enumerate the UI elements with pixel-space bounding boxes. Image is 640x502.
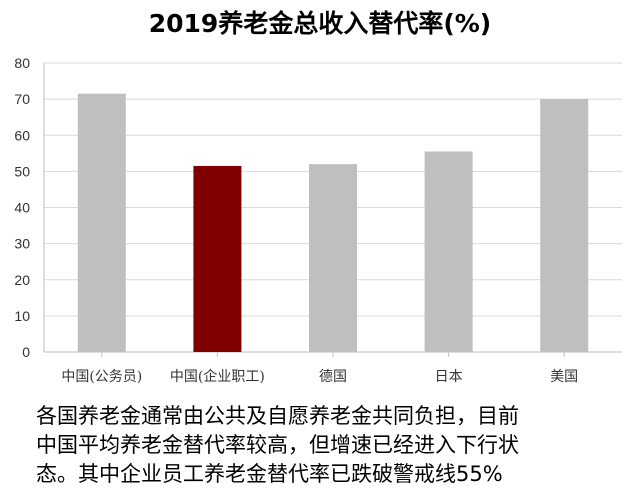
bar-chart: 0 10 20 30 40 50 60 70 80 中国(公务员) 中国(企业职工) 德国 日本 美国 [14, 55, 622, 385]
y-tick-label: 30 [14, 236, 30, 252]
y-tick-label: 10 [14, 308, 30, 324]
y-tick-label: 50 [14, 163, 30, 179]
y-tick-label: 20 [14, 272, 30, 288]
x-category-label: 中国(企业职工) [170, 368, 265, 385]
x-category-label: 德国 [319, 369, 347, 385]
y-tick-label: 70 [14, 91, 30, 107]
bar [77, 93, 126, 353]
caption: 各国养老金通常由公共及自愿养老金共同负担，目前 中国平均养老金替代率较高，但增速… [36, 402, 636, 489]
y-tick-label: 40 [14, 200, 30, 216]
bar [540, 99, 589, 352]
caption-line-3: 态。其中企业员工养老金替代率已跌破警戒线55% [36, 462, 503, 486]
x-category-label: 美国 [550, 369, 578, 385]
x-category-label: 中国(公务员) [61, 369, 142, 385]
x-category-label: 日本 [435, 369, 463, 385]
y-tick-label: 0 [22, 344, 30, 360]
bar [309, 164, 357, 352]
caption-line-1: 各国养老金通常由公共及自愿养老金共同负担，目前 [36, 404, 519, 428]
bar [193, 165, 242, 352]
y-tick-label: 60 [14, 127, 30, 143]
chart-title: 2019养老金总收入替代率(%) [148, 9, 492, 38]
bar [424, 151, 473, 352]
y-tick-label: 80 [14, 55, 30, 71]
caption-line-2: 中国平均养老金替代率较高，但增速已经进入下行状 [36, 433, 519, 457]
